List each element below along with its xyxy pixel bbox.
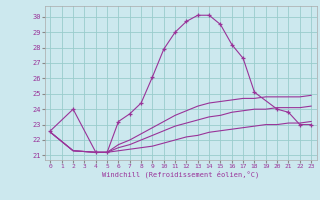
X-axis label: Windchill (Refroidissement éolien,°C): Windchill (Refroidissement éolien,°C) [102, 171, 260, 178]
